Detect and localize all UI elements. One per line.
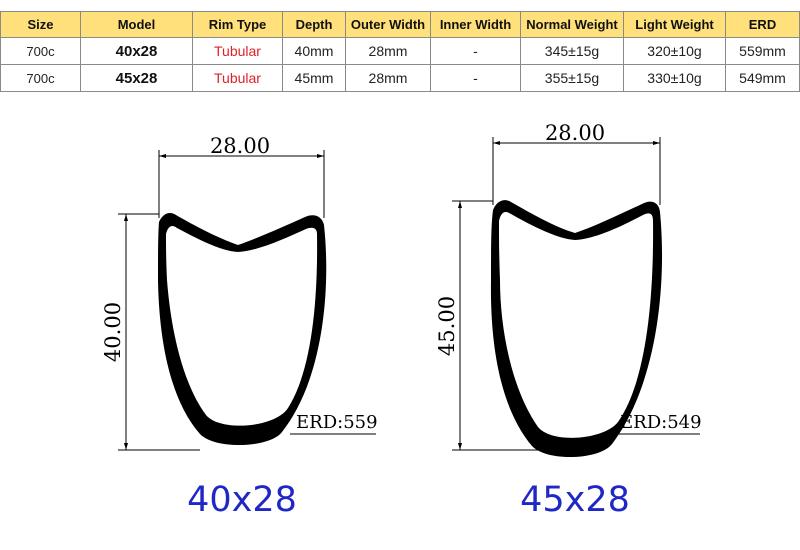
table-row: 700c 40x28 Tubular 40mm 28mm - 345±15g 3… (0, 37, 800, 65)
cell-outer-width: 28mm (345, 64, 431, 92)
model-caption-40x28: 40x28 (187, 480, 297, 520)
model-caption-45x28: 45x28 (520, 480, 630, 520)
rim-profile-45x28: 28.00 45.00 ERD:549 (435, 121, 702, 458)
width-label: 28.00 (545, 121, 605, 145)
cell-depth: 40mm (282, 37, 346, 65)
erd-label: ERD:549 (620, 412, 702, 433)
depth-label: 45.00 (435, 296, 459, 356)
cell-rim-type: Tubular (192, 37, 283, 65)
cell-erd: 559mm (725, 37, 800, 65)
cell-inner-width: - (430, 37, 521, 65)
header-model: Model (80, 11, 193, 38)
header-light-weight: Light Weight (623, 11, 726, 38)
header-depth: Depth (282, 11, 346, 38)
cell-outer-width: 28mm (345, 37, 431, 65)
cell-size: 700c (0, 37, 81, 65)
cell-model: 40x28 (80, 37, 193, 65)
cell-size: 700c (0, 64, 81, 92)
header-size: Size (0, 11, 81, 38)
depth-label: 40.00 (101, 302, 125, 362)
table-header-row: Size Model Rim Type Depth Outer Width In… (0, 11, 800, 38)
cell-rim-type: Tubular (192, 64, 283, 92)
rim-profile-40x28: 28.00 40.00 ERD:559 (101, 134, 378, 451)
table-row: 700c 45x28 Tubular 45mm 28mm - 355±15g 3… (0, 64, 800, 92)
depth-dimension (452, 200, 560, 451)
cell-model: 45x28 (80, 64, 193, 92)
header-inner-width: Inner Width (430, 11, 521, 38)
header-outer-width: Outer Width (345, 11, 431, 38)
cell-depth: 45mm (282, 64, 346, 92)
header-erd: ERD (725, 11, 800, 38)
width-label: 28.00 (210, 134, 270, 158)
spec-table: Size Model Rim Type Depth Outer Width In… (0, 11, 800, 92)
cell-light-weight: 330±10g (623, 64, 726, 92)
cell-light-weight: 320±10g (623, 37, 726, 65)
cell-normal-weight: 345±15g (520, 37, 624, 65)
cell-erd: 549mm (725, 64, 800, 92)
depth-dimension (118, 213, 200, 451)
width-dimension (158, 150, 325, 218)
cell-normal-weight: 355±15g (520, 64, 624, 92)
rim-section-outline (158, 213, 327, 446)
cell-inner-width: - (430, 64, 521, 92)
header-rim-type: Rim Type (192, 11, 283, 38)
header-normal-weight: Normal Weight (520, 11, 624, 38)
rim-profile-diagrams: 28.00 40.00 ERD:559 28.00 45.00 ERD:549 (101, 121, 702, 458)
width-dimension (492, 137, 661, 205)
erd-label: ERD:559 (296, 412, 378, 433)
